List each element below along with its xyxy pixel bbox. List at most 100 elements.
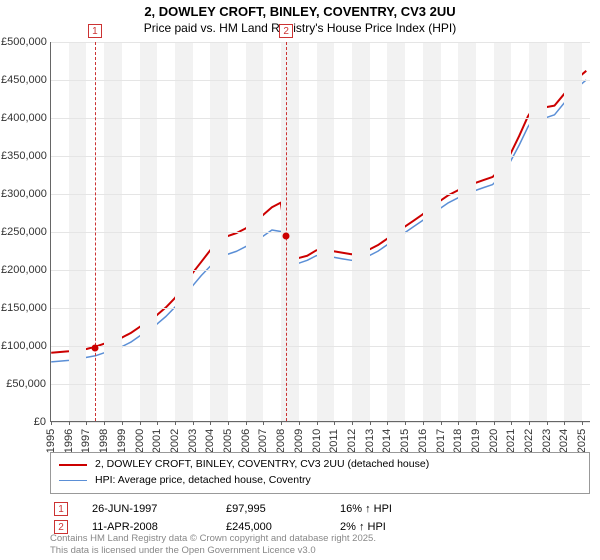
y-gridline xyxy=(51,308,590,309)
sale-marker-dot xyxy=(91,344,98,351)
x-tick-label: 2003 xyxy=(187,429,199,453)
x-tick xyxy=(511,421,512,425)
sale-row-number: 2 xyxy=(54,520,68,534)
sale-row-pct: 2% ↑ HPI xyxy=(340,521,430,533)
sale-marker-line xyxy=(95,42,96,421)
y-gridline xyxy=(51,384,590,385)
x-tick-label: 2014 xyxy=(381,429,393,453)
x-tick-label: 2000 xyxy=(134,429,146,453)
x-tick-label: 1996 xyxy=(63,429,75,453)
x-tick xyxy=(423,421,424,425)
y-tick-label: £200,000 xyxy=(1,264,46,276)
y-gridline xyxy=(51,422,590,423)
x-tick xyxy=(122,421,123,425)
x-tick-label: 2022 xyxy=(523,429,535,453)
x-tick-label: 1999 xyxy=(116,429,128,453)
sale-row-number: 1 xyxy=(54,502,68,516)
y-gridline xyxy=(51,194,590,195)
x-tick xyxy=(86,421,87,425)
legend-item: 2, DOWLEY CROFT, BINLEY, COVENTRY, CV3 2… xyxy=(59,457,581,473)
x-tick xyxy=(352,421,353,425)
x-tick xyxy=(69,421,70,425)
x-tick xyxy=(405,421,406,425)
x-tick-label: 2008 xyxy=(275,429,287,453)
x-tick xyxy=(140,421,141,425)
x-tick xyxy=(317,421,318,425)
legend-box: 2, DOWLEY CROFT, BINLEY, COVENTRY, CV3 2… xyxy=(50,452,590,494)
sale-row-date: 11-APR-2008 xyxy=(92,521,202,533)
x-tick xyxy=(175,421,176,425)
x-tick-label: 2009 xyxy=(293,429,305,453)
x-tick-label: 2016 xyxy=(417,429,429,453)
x-tick xyxy=(334,421,335,425)
y-gridline xyxy=(51,80,590,81)
x-tick-label: 1995 xyxy=(45,429,57,453)
legend-swatch xyxy=(59,464,87,466)
x-tick xyxy=(547,421,548,425)
x-tick-label: 2025 xyxy=(576,429,588,453)
y-tick-label: £300,000 xyxy=(1,188,46,200)
x-tick xyxy=(441,421,442,425)
sale-row: 1 26-JUN-1997 £97,995 16% ↑ HPI xyxy=(50,500,590,518)
y-tick-label: £100,000 xyxy=(1,340,46,352)
x-tick xyxy=(263,421,264,425)
y-tick-label: £0 xyxy=(1,416,46,428)
attribution-line: Contains HM Land Registry data © Crown c… xyxy=(50,533,376,545)
x-tick xyxy=(494,421,495,425)
sale-row-pct: 16% ↑ HPI xyxy=(340,503,430,515)
x-tick-label: 2007 xyxy=(257,429,269,453)
y-tick-label: £400,000 xyxy=(1,112,46,124)
x-tick-label: 2017 xyxy=(435,429,447,453)
chart-container: 2, DOWLEY CROFT, BINLEY, COVENTRY, CV3 2… xyxy=(0,0,600,560)
y-gridline xyxy=(51,156,590,157)
y-tick-label: £500,000 xyxy=(1,36,46,48)
legend-item: HPI: Average price, detached house, Cove… xyxy=(59,473,581,489)
y-tick-label: £250,000 xyxy=(1,226,46,238)
x-tick-label: 2013 xyxy=(364,429,376,453)
y-tick-label: £150,000 xyxy=(1,302,46,314)
y-gridline xyxy=(51,118,590,119)
x-tick xyxy=(210,421,211,425)
x-tick xyxy=(104,421,105,425)
attribution: Contains HM Land Registry data © Crown c… xyxy=(50,533,376,557)
plot-area: £0£50,000£100,000£150,000£200,000£250,00… xyxy=(50,42,590,422)
x-tick xyxy=(157,421,158,425)
x-tick-label: 2024 xyxy=(558,429,570,453)
x-tick-label: 2011 xyxy=(328,429,340,453)
y-tick-label: £350,000 xyxy=(1,150,46,162)
x-tick xyxy=(281,421,282,425)
x-tick xyxy=(51,421,52,425)
x-tick-label: 2018 xyxy=(452,429,464,453)
y-gridline xyxy=(51,270,590,271)
sale-marker-dot xyxy=(283,232,290,239)
x-tick-label: 2012 xyxy=(346,429,358,453)
x-tick-label: 2010 xyxy=(311,429,323,453)
attribution-line: This data is licensed under the Open Gov… xyxy=(50,545,376,557)
x-tick-label: 1997 xyxy=(80,429,92,453)
sale-row-price: £97,995 xyxy=(226,503,316,515)
x-tick-label: 2015 xyxy=(399,429,411,453)
x-tick-label: 2002 xyxy=(169,429,181,453)
x-tick-label: 2019 xyxy=(470,429,482,453)
x-tick xyxy=(529,421,530,425)
x-tick xyxy=(564,421,565,425)
x-tick xyxy=(299,421,300,425)
y-gridline xyxy=(51,232,590,233)
x-tick xyxy=(370,421,371,425)
sales-table: 1 26-JUN-1997 £97,995 16% ↑ HPI 2 11-APR-2008… xyxy=(50,500,590,536)
sale-row-date: 26-JUN-1997 xyxy=(92,503,202,515)
x-tick-label: 2021 xyxy=(505,429,517,453)
x-tick-label: 2020 xyxy=(488,429,500,453)
x-tick xyxy=(476,421,477,425)
x-tick xyxy=(387,421,388,425)
sale-row-price: £245,000 xyxy=(226,521,316,533)
x-tick-label: 2004 xyxy=(204,429,216,453)
chart-title: 2, DOWLEY CROFT, BINLEY, COVENTRY, CV3 2… xyxy=(0,4,600,21)
x-tick-label: 2023 xyxy=(541,429,553,453)
y-tick-label: £450,000 xyxy=(1,74,46,86)
sale-marker-box: 1 xyxy=(88,24,102,38)
legend-swatch xyxy=(59,480,87,481)
sale-marker-box: 2 xyxy=(279,24,293,38)
x-tick xyxy=(228,421,229,425)
legend-label: 2, DOWLEY CROFT, BINLEY, COVENTRY, CV3 2… xyxy=(95,457,429,473)
